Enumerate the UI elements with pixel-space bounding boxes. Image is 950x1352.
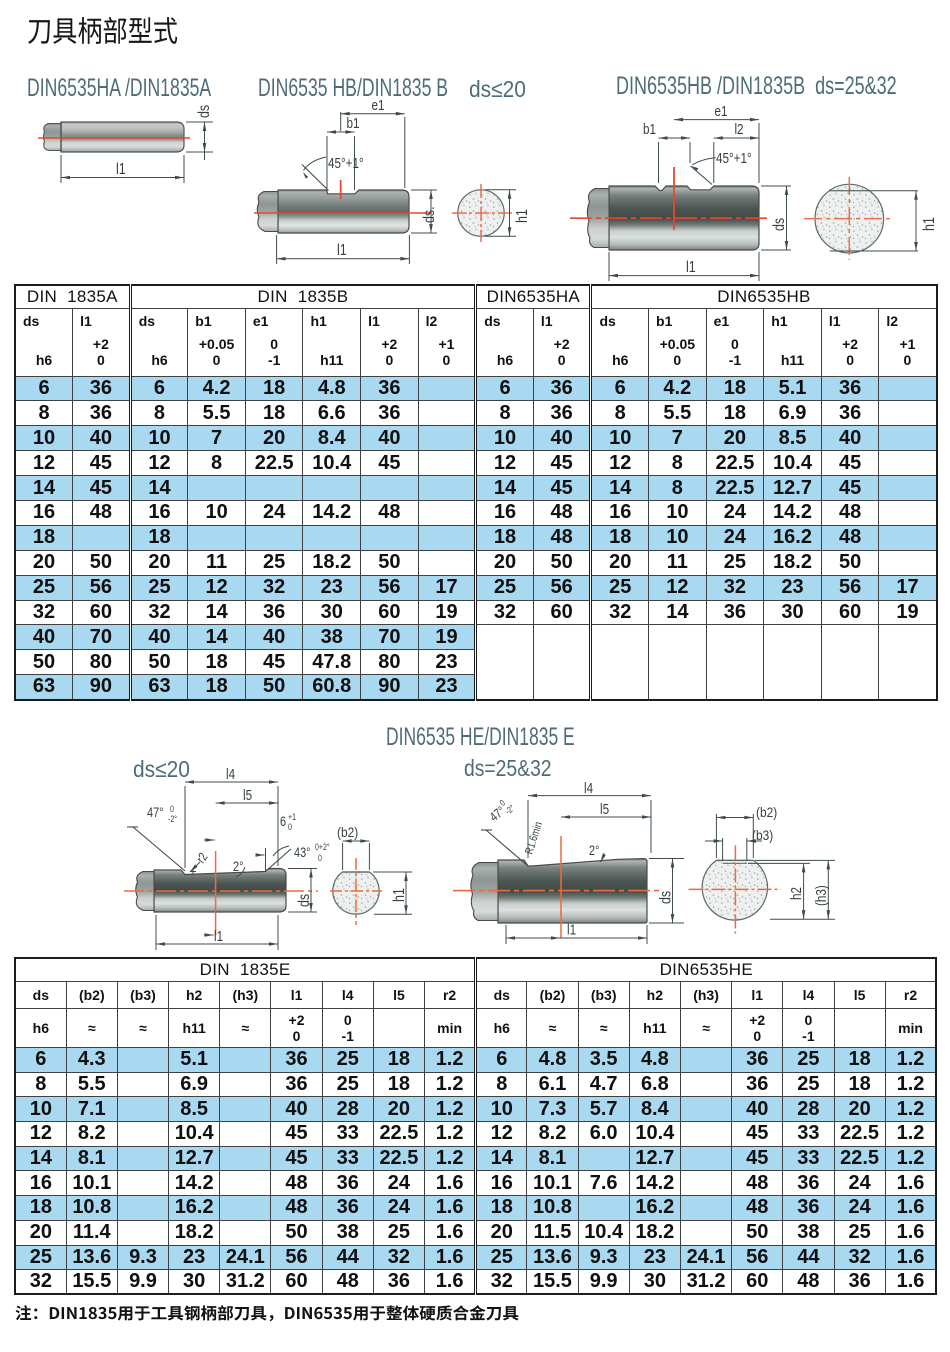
svg-text:ds: ds (296, 894, 314, 907)
svg-text:2°: 2° (233, 859, 243, 875)
svg-text:r2: r2 (194, 850, 211, 866)
svg-text:ds.: ds. (421, 206, 439, 223)
svg-text:47°: 47° (147, 805, 164, 821)
svg-text:l2: l2 (734, 121, 743, 138)
svg-text:ds: ds (771, 218, 789, 231)
svg-text:l5: l5 (243, 787, 252, 804)
svg-text:0: 0 (170, 804, 174, 814)
svg-text:h1: h1 (391, 888, 409, 902)
svg-text:h1: h1 (514, 209, 532, 223)
svg-text:h1: h1 (921, 217, 939, 231)
svg-text:6: 6 (280, 814, 286, 830)
svg-text:l4: l4 (226, 766, 236, 783)
svg-text:l1: l1 (567, 921, 576, 938)
svg-text:+1: +1 (288, 812, 296, 822)
svg-text:45°+1°: 45°+1° (328, 155, 364, 172)
svg-text:43°: 43° (294, 845, 311, 861)
svg-text:45°+1°: 45°+1° (716, 150, 752, 167)
svg-text:0+2°: 0+2° (315, 842, 330, 852)
svg-text:l1: l1 (116, 161, 126, 179)
svg-text:l4: l4 (584, 780, 594, 797)
svg-text:-2°: -2° (168, 814, 177, 824)
svg-text:l1: l1 (686, 259, 696, 277)
svg-text:l5: l5 (600, 801, 609, 818)
svg-text:b1: b1 (643, 121, 656, 138)
svg-text:(b2): (b2) (756, 804, 777, 820)
svg-text:R1.6min: R1.6min (524, 820, 546, 856)
svg-text:l1: l1 (214, 928, 223, 945)
svg-text:b1: b1 (346, 115, 359, 132)
svg-text:(b2): (b2) (337, 824, 358, 840)
svg-text:2°: 2° (589, 843, 599, 859)
svg-text:0: 0 (288, 822, 292, 832)
svg-text:ds: ds (196, 105, 214, 118)
svg-text:l1: l1 (337, 242, 347, 260)
svg-text:0: 0 (498, 798, 508, 809)
svg-text:(b3): (b3) (752, 827, 773, 843)
svg-text:(h3): (h3) (813, 885, 830, 906)
svg-text:0: 0 (318, 853, 322, 863)
svg-text:h2: h2 (788, 887, 805, 900)
svg-text:e1: e1 (714, 103, 727, 120)
svg-text:ds: ds (657, 891, 675, 904)
svg-text:e1: e1 (371, 97, 384, 114)
